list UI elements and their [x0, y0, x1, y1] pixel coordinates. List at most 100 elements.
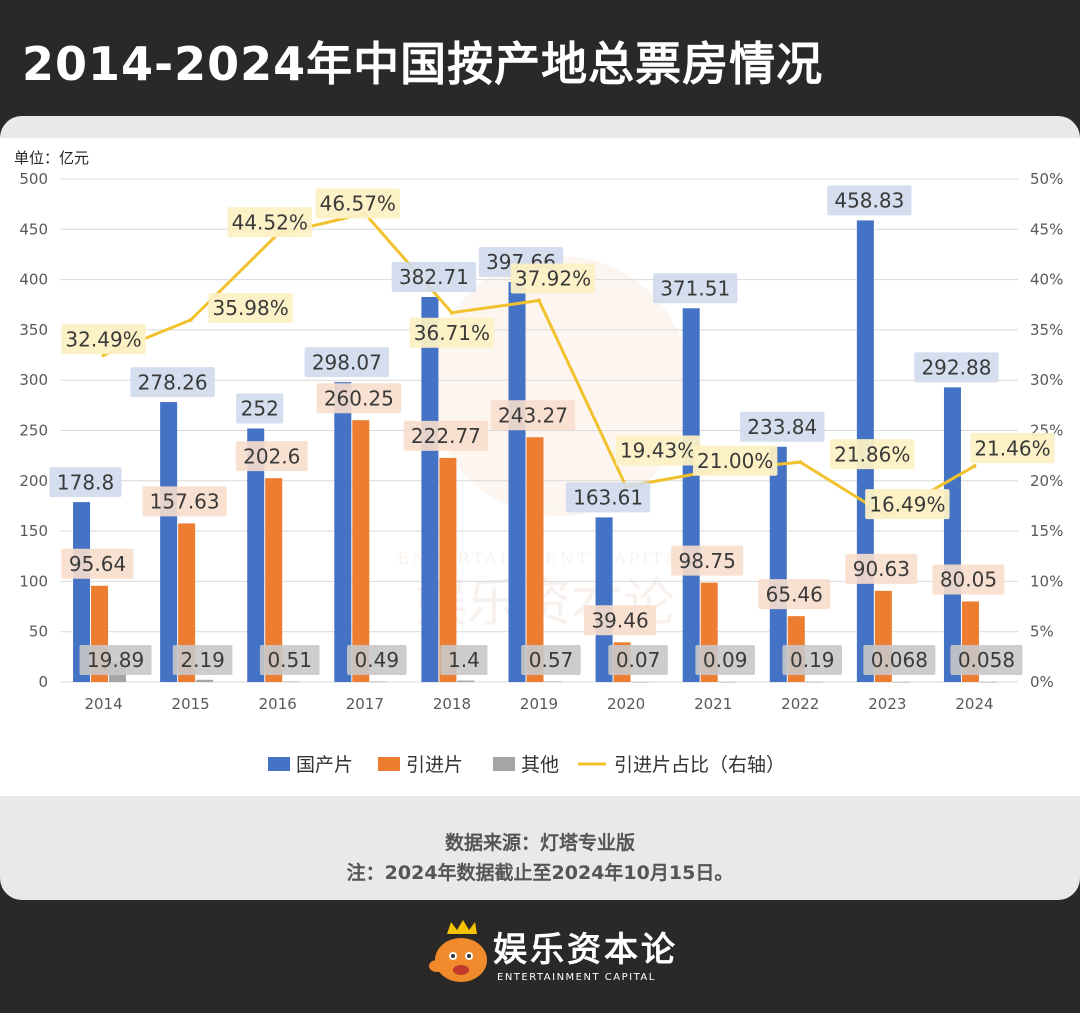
x-tick-label: 2022: [781, 695, 819, 713]
label-domestic: 298.07: [304, 347, 390, 378]
y-left-tick-label: 350: [19, 321, 48, 339]
y-left-tick-label: 500: [19, 170, 48, 188]
share-point: [449, 310, 454, 315]
svg-text:80.05: 80.05: [940, 568, 997, 592]
svg-text:36.71%: 36.71%: [414, 321, 490, 345]
label-share: 36.71%: [409, 317, 495, 348]
label-imported: 39.46: [584, 605, 657, 636]
svg-text:0.068: 0.068: [871, 648, 928, 672]
svg-text:0.09: 0.09: [703, 648, 748, 672]
label-domestic: 292.88: [914, 352, 999, 383]
legend-item: 国产片: [268, 754, 353, 776]
svg-text:2.19: 2.19: [180, 648, 225, 672]
label-domestic: 382.71: [391, 261, 477, 292]
bar-国产片: [508, 281, 526, 682]
x-tick-label: 2018: [433, 695, 471, 713]
svg-text:292.88: 292.88: [921, 356, 991, 380]
svg-text:95.64: 95.64: [69, 552, 126, 576]
label-other: 0.09: [695, 645, 755, 675]
bar-国产片: [160, 402, 178, 682]
share-point: [188, 318, 193, 323]
bar-国产片: [73, 502, 91, 682]
y-left-tick-label: 250: [19, 422, 48, 440]
label-imported: 202.6: [235, 441, 308, 472]
label-other: 0.068: [863, 645, 936, 675]
bar-其他: [544, 681, 562, 683]
bar-其他: [283, 681, 301, 683]
y-left-tick-label: 450: [19, 220, 48, 238]
label-domestic: 178.8: [49, 467, 122, 498]
label-imported: 243.27: [490, 400, 576, 431]
svg-text:233.84: 233.84: [747, 415, 817, 439]
y-right-tick-label: 30%: [1030, 371, 1063, 389]
bar-国产片: [682, 308, 700, 682]
label-other: 2.19: [172, 645, 233, 675]
bar-其他: [979, 681, 997, 683]
bar-引进片: [526, 437, 544, 682]
svg-text:21.00%: 21.00%: [697, 449, 773, 473]
label-share: 37.92%: [510, 263, 596, 294]
bar-国产片: [769, 446, 787, 682]
label-other: 0.51: [259, 645, 320, 675]
svg-text:0.51: 0.51: [267, 648, 312, 672]
svg-text:32.49%: 32.49%: [65, 327, 141, 351]
y-left-tick-label: 150: [19, 522, 48, 540]
svg-text:202.6: 202.6: [243, 444, 300, 468]
svg-text:98.75: 98.75: [679, 549, 736, 573]
label-imported: 95.64: [61, 548, 134, 579]
page-title: 2014-2024年中国按产地总票房情况: [22, 37, 824, 91]
label-other: 0.19: [782, 645, 843, 675]
x-tick-label: 2014: [84, 695, 122, 713]
bar-其他: [370, 681, 388, 683]
svg-text:0.19: 0.19: [790, 648, 835, 672]
label-domestic: 252: [236, 393, 284, 424]
share-point: [798, 460, 803, 465]
label-other: 19.89: [79, 645, 152, 675]
svg-text:引进片: 引进片: [406, 754, 463, 776]
bar-其他: [631, 681, 649, 683]
share-point: [537, 298, 541, 303]
legend-item: 其他: [493, 754, 559, 776]
svg-text:19.89: 19.89: [87, 648, 144, 672]
svg-text:0.49: 0.49: [355, 648, 400, 672]
y-right-tick-label: 15%: [1030, 522, 1063, 540]
brand-logo: 娱乐资本论 ENTERTAINMENT CAPITAL: [425, 918, 675, 998]
svg-text:371.51: 371.51: [660, 276, 730, 300]
svg-text:国产片: 国产片: [296, 754, 353, 776]
x-tick-label: 2023: [868, 695, 906, 713]
label-share: 21.00%: [692, 445, 778, 476]
share-point: [972, 464, 977, 469]
svg-text:引进片占比（右轴）: 引进片占比（右轴）: [614, 754, 785, 776]
label-imported: 222.77: [403, 420, 489, 451]
svg-text:278.26: 278.26: [138, 370, 208, 394]
svg-text:21.86%: 21.86%: [834, 442, 910, 466]
svg-text:252: 252: [241, 397, 279, 421]
svg-text:35.98%: 35.98%: [213, 296, 289, 320]
label-share: 32.49%: [61, 324, 146, 355]
svg-text:163.61: 163.61: [573, 486, 643, 510]
svg-text:65.46: 65.46: [766, 582, 823, 606]
label-share: 35.98%: [208, 293, 293, 324]
label-domestic: 458.83: [827, 185, 912, 216]
x-tick-label: 2024: [955, 695, 993, 713]
svg-text:178.8: 178.8: [57, 470, 114, 494]
bar-其他: [892, 681, 910, 683]
label-domestic: 233.84: [740, 411, 825, 442]
label-domestic: 278.26: [130, 367, 215, 398]
svg-text:37.92%: 37.92%: [515, 267, 591, 291]
label-domestic: 163.61: [565, 482, 651, 513]
y-right-tick-label: 5%: [1030, 623, 1054, 641]
label-share: 21.86%: [830, 439, 915, 470]
label-share: 16.49%: [865, 489, 950, 520]
y-left-tick-label: 100: [19, 572, 48, 590]
label-share: 19.43%: [615, 435, 701, 466]
unit-label: 单位：亿元: [14, 149, 89, 167]
x-tick-label: 2016: [259, 695, 297, 713]
bar-引进片: [265, 478, 283, 682]
svg-text:46.57%: 46.57%: [320, 192, 396, 216]
x-tick-label: 2017: [346, 695, 384, 713]
bar-其他: [805, 681, 823, 683]
y-right-tick-label: 40%: [1030, 271, 1063, 289]
brand-subtitle: ENTERTAINMENT CAPITAL: [497, 972, 656, 983]
